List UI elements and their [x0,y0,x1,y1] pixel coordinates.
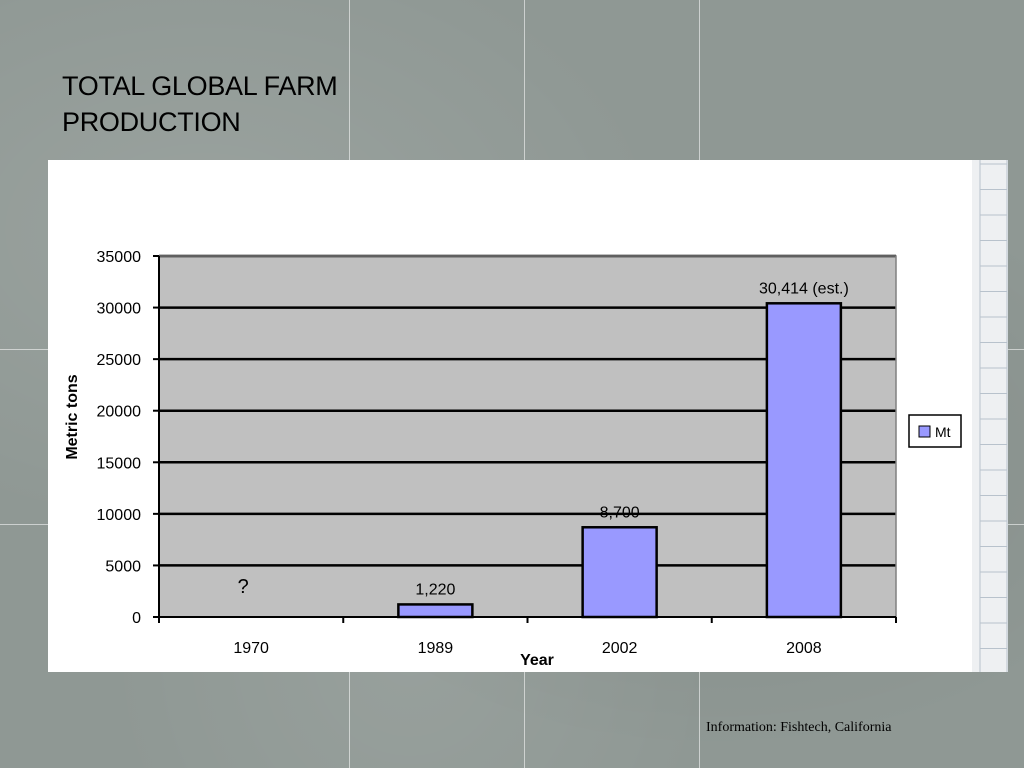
bar-2002 [581,526,658,619]
y-tick-label: 25000 [97,352,142,369]
y-axis: 0 5000 10000 15000 20000 25000 30000 35000 [97,249,160,627]
legend-label: Mt [935,424,951,440]
x-tick-label: 1970 [233,640,269,657]
data-label: 30,414 (est.) [759,280,849,297]
bar-1989 [397,603,474,619]
y-tick-label: 5000 [105,558,141,575]
legend-box [908,414,962,448]
bar-2008 [765,302,843,619]
x-axis-title: Year [520,652,554,669]
x-tick-label: 2008 [786,640,822,657]
y-tick-label: 15000 [97,455,142,472]
source-note: Information: Fishtech, California [706,720,892,735]
legend: Mt [908,414,962,448]
embedded-sheet-strip [972,160,1008,672]
y-tick-label: 35000 [97,249,142,266]
x-tick-label: 2002 [602,640,638,657]
x-axis: 1970 1989 2002 2008 [158,616,897,657]
legend-swatch [918,425,931,438]
y-tick-label: 30000 [97,301,142,318]
slide-title: TOTAL GLOBAL FARM PRODUCTION [62,71,338,137]
bars [397,302,843,619]
y-tick-label: 0 [132,610,141,627]
y-tick-label: 20000 [97,404,142,421]
data-label: ? [238,576,249,598]
y-axis-title: Metric tons [64,374,81,459]
y-tick-label: 10000 [97,507,142,524]
data-label: 1,220 [415,581,455,598]
data-label: 8,700 [600,504,640,521]
x-tick-label: 1989 [418,640,454,657]
data-labels: ? 1,220 8,700 30,414 (est.) [238,280,849,598]
